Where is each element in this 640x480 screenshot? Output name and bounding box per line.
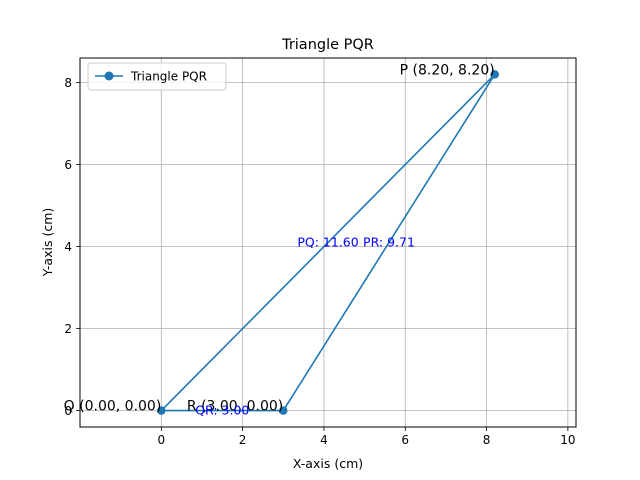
y-tick-label: 6: [64, 158, 72, 172]
data-point-marker: [279, 406, 288, 415]
side-label-qr: QR: 3.00: [195, 403, 249, 418]
x-tick-label: 10: [560, 433, 575, 447]
x-tick-label: 6: [401, 433, 409, 447]
data-point-marker: [157, 406, 166, 415]
vertex-label-q: Q (0.00, 0.00): [64, 399, 162, 415]
annotation-layer: P (8.20, 8.20) Q (0.00, 0.00) R (3.00, 0.0…: [64, 62, 495, 417]
y-tick-label: 8: [64, 76, 72, 90]
chart-title: Triangle PQR: [281, 37, 374, 53]
side-label-pr: PR: 9.71: [363, 235, 415, 250]
vertex-label-p: P (8.20, 8.20): [400, 62, 495, 78]
y-tick-label: 2: [64, 322, 72, 336]
x-tick-label: 0: [157, 433, 165, 447]
y-axis-label: Y-axis (cm): [40, 208, 55, 277]
side-label-pq: PQ: 11.60: [297, 235, 358, 250]
series-line-triangle: [160, 73, 496, 412]
x-tick-label: 4: [320, 433, 328, 447]
data-point-marker: [490, 70, 499, 79]
vertex-label-r: R (3.00, 0.00): [187, 399, 283, 415]
x-tick-label: 8: [483, 433, 491, 447]
legend-entry: Triangle PQR: [130, 70, 207, 84]
x-axis-label: X-axis (cm): [293, 456, 363, 471]
y-tick-label: 0: [64, 404, 72, 418]
legend-box: [87, 62, 227, 91]
y-tick-label: 4: [64, 240, 72, 254]
plot-frame: [79, 57, 577, 428]
legend: Triangle PQR: [87, 62, 227, 91]
x-tick-label: 2: [239, 433, 247, 447]
grid: [80, 58, 576, 427]
axes: 0 2 4 6 8 10 0 2 4 6 8: [64, 76, 575, 447]
legend-marker-sample: [104, 71, 114, 81]
series-layer: [157, 70, 499, 415]
